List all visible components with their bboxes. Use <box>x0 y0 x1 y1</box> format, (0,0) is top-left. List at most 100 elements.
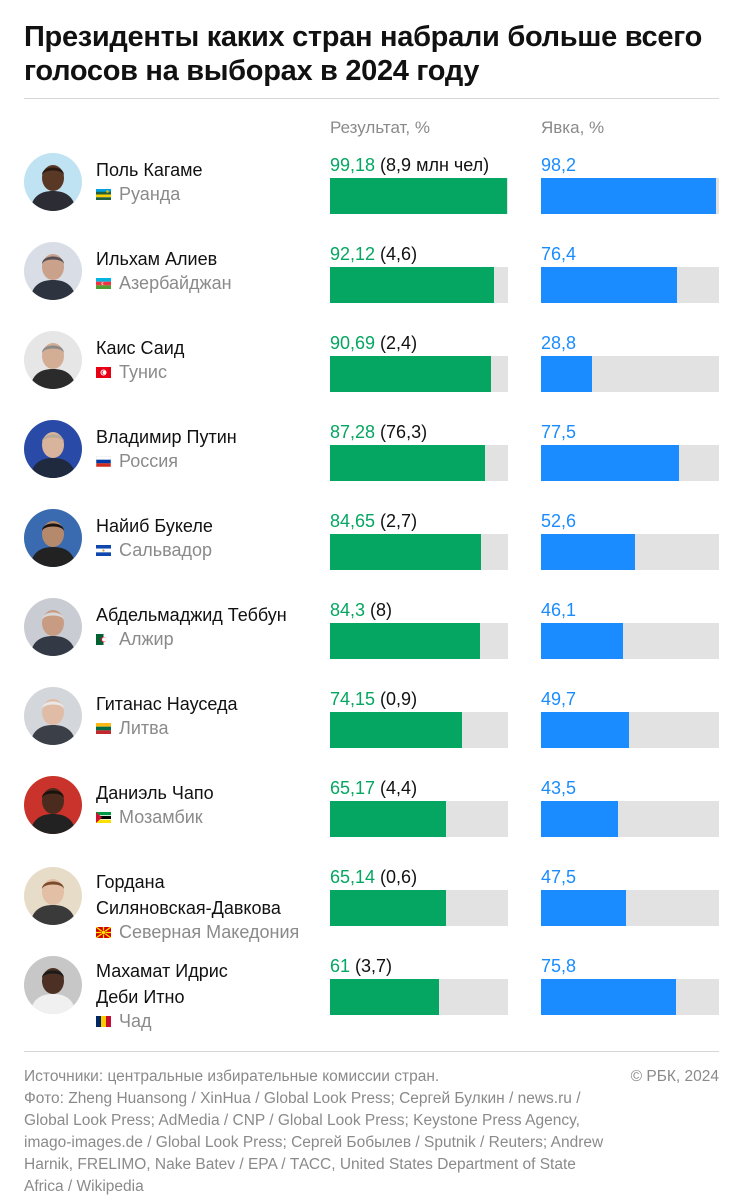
result-bar-track <box>330 178 508 214</box>
turnout-bar <box>541 445 679 481</box>
candidate-row: Найиб Букеле Сальвадор 84,65 (2,7) 52,6 <box>0 502 743 591</box>
avatar-tebboune-portrait <box>24 598 82 656</box>
turnout-bar <box>541 267 677 303</box>
country-label: Литва <box>96 716 168 740</box>
column-header-turnout: Явка, % <box>541 118 605 137</box>
result-value-label: 65,17 (4,4) <box>330 776 417 800</box>
turnout-value-label: 49,7 <box>541 689 577 709</box>
country-name: Алжир <box>119 629 174 649</box>
result-value-label: 99,18 (8,9 млн чел) <box>330 153 489 177</box>
country-label: Алжир <box>96 627 174 651</box>
avatar-aliyev-portrait <box>24 242 82 300</box>
turnout-value-label: 52,6 <box>541 511 577 531</box>
candidate-name: Ильхам Алиев <box>96 249 218 269</box>
turnout-bar <box>541 178 716 214</box>
country-name: Северная Македония <box>119 922 300 942</box>
country-name: Тунис <box>119 362 167 382</box>
candidate-row: Махамат Идрис Деби Итно Чад 61 (3,7) 75,8 <box>0 947 743 1036</box>
turnout-bar-track <box>541 445 719 481</box>
result-bar-track <box>330 712 508 748</box>
votes-count: (0,9) <box>375 689 418 709</box>
candidate-row: Поль Кагаме Руанда 99,18 (8,9 млн чел) 98,2 <box>0 146 743 235</box>
lithuania-flag-icon <box>96 723 111 734</box>
chart-rows: Поль Кагаме Руанда 99,18 (8,9 млн чел) 98,2… <box>0 146 743 1036</box>
candidate-row: Гордана Силяновская-Давкова Северная Макед… <box>0 858 743 947</box>
turnout-bar-track <box>541 801 719 837</box>
candidate-row: Владимир Путин Россия 87,28 (76,3) 77,5 <box>0 413 743 502</box>
candidate-row: Ильхам Алиев Азербайджан 92,12 (4,6) 76,4 <box>0 235 743 324</box>
turnout-bar <box>541 534 635 570</box>
turnout-bar <box>541 712 630 748</box>
azerbaijan-flag-icon <box>96 278 111 289</box>
avatar-siljanovska-portrait <box>24 867 82 925</box>
russia-flag-icon <box>96 456 111 467</box>
result-bar-track <box>330 356 508 392</box>
result-bar-track <box>330 267 508 303</box>
rwanda-flag-icon <box>96 189 111 200</box>
result-bar-track <box>330 979 508 1015</box>
result-bar-track <box>330 445 508 481</box>
votes-count: (0,6) <box>375 867 418 887</box>
turnout-bar <box>541 801 619 837</box>
turnout-value-label: 43,5 <box>541 778 577 798</box>
result-percent: 84,3 <box>330 600 366 620</box>
result-percent: 99,18 <box>330 155 376 175</box>
turnout-bar-track <box>541 623 719 659</box>
turnout-value-label: 77,5 <box>541 422 577 442</box>
result-bar <box>330 979 439 1015</box>
turnout-bar <box>541 979 676 1015</box>
country-label: Тунис <box>96 360 167 384</box>
votes-count: (8) <box>365 600 393 620</box>
result-value-label: 74,15 (0,9) <box>330 687 417 711</box>
votes-count: (4,4) <box>375 778 418 798</box>
turnout-value-label: 76,4 <box>541 244 577 264</box>
candidate-name: Махамат Идрис <box>96 961 228 981</box>
turnout-bar-track <box>541 356 719 392</box>
turnout-bar <box>541 356 593 392</box>
avatar-bukele-portrait <box>24 509 82 567</box>
avatar-kagame-portrait <box>24 153 82 211</box>
result-bar <box>330 356 492 392</box>
result-bar-track <box>330 801 508 837</box>
result-value-label: 92,12 (4,6) <box>330 242 417 266</box>
avatar-deby-portrait <box>24 956 82 1014</box>
result-value-label: 61 (3,7) <box>330 954 392 978</box>
result-bar-track <box>330 890 508 926</box>
result-percent: 87,28 <box>330 422 376 442</box>
result-bar <box>330 712 462 748</box>
country-name: Чад <box>119 1011 152 1031</box>
country-label: Чад <box>96 1009 152 1033</box>
candidate-name: Деби Итно <box>96 987 185 1007</box>
candidate-row: Абдельмаджид Теббун Алжир 84,3 (8) 46,1 <box>0 591 743 680</box>
votes-count: (3,7) <box>350 956 393 976</box>
candidate-name: Гитанас Науседа <box>96 694 238 714</box>
turnout-bar-track <box>541 712 719 748</box>
candidate-row: Даниэль Чапо Мозамбик 65,17 (4,4) 43,5 <box>0 769 743 858</box>
result-value-label: 84,3 (8) <box>330 598 392 622</box>
candidate-name: Поль Кагаме <box>96 160 203 180</box>
chart-title: Президенты каких стран набрали больше вс… <box>24 21 703 87</box>
avatar-nauseda-portrait <box>24 687 82 745</box>
result-bar-track <box>330 623 508 659</box>
result-bar <box>330 178 507 214</box>
result-percent: 84,65 <box>330 511 376 531</box>
candidate-name: Даниэль Чапо <box>96 783 214 803</box>
turnout-bar-track <box>541 267 719 303</box>
copyright: © РБК, 2024 <box>630 1068 719 1085</box>
candidate-name: Абдельмаджид Теббун <box>96 605 287 625</box>
votes-count: (8,9 млн чел) <box>375 155 490 175</box>
north-macedonia-flag-icon <box>96 927 111 938</box>
turnout-bar-track <box>541 890 719 926</box>
result-percent: 65,14 <box>330 867 376 887</box>
result-percent: 90,69 <box>330 333 376 353</box>
chad-flag-icon <box>96 1016 111 1027</box>
mozambique-flag-icon <box>96 812 111 823</box>
result-percent: 92,12 <box>330 244 376 264</box>
tunisia-flag-icon <box>96 367 111 378</box>
result-bar-track <box>330 534 508 570</box>
avatar-saied-portrait <box>24 331 82 389</box>
candidate-row: Каис Саид Тунис 90,69 (2,4) 28,8 <box>0 324 743 413</box>
candidate-name: Силяновская-Давкова <box>96 898 281 918</box>
result-bar <box>330 445 486 481</box>
avatar-chapo-portrait <box>24 776 82 834</box>
